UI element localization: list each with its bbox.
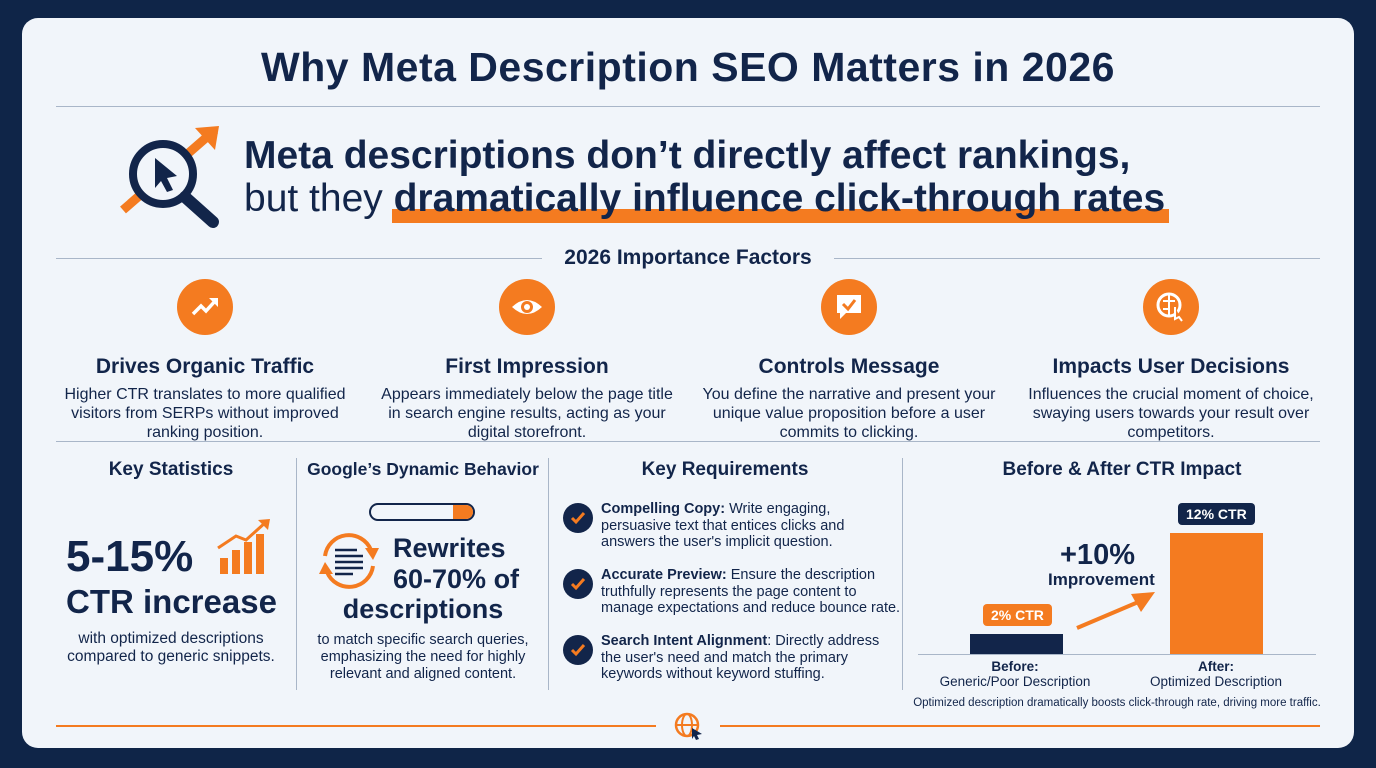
footer-line xyxy=(720,725,1320,727)
requirement-item: Search Intent Alignment: Directly addres… xyxy=(601,633,901,683)
infographic-card xyxy=(22,18,1354,748)
stats-label: CTR increase xyxy=(66,583,277,620)
factor-first-impression: First Impression Appears immediately bel… xyxy=(377,279,677,442)
bar-before xyxy=(970,633,1063,654)
factor-desc: Higher CTR translates to more qualified … xyxy=(64,386,346,441)
divider xyxy=(56,106,1320,107)
requirement-label: Compelling Copy: xyxy=(601,501,726,517)
annotation-value: +10% xyxy=(1060,539,1135,571)
column-divider xyxy=(902,458,903,690)
factor-desc: Appears immediately below the page title… xyxy=(381,386,673,441)
factors-heading: 2026 Importance Factors xyxy=(564,246,812,269)
chart-caption: Optimized description dramatically boost… xyxy=(913,697,1321,709)
check-icon xyxy=(563,503,593,533)
headline-highlight: dramatically influence click-through rat… xyxy=(391,177,1169,223)
eye-icon xyxy=(499,279,555,335)
requirement-item: Compelling Copy: Write engaging, persuas… xyxy=(601,501,901,551)
globe-cursor-icon xyxy=(674,712,702,740)
requirement-item: Accurate Preview: Ensure the description… xyxy=(601,567,901,617)
annotation-label: Improvement xyxy=(1048,570,1155,589)
stats-heading: Key Statistics xyxy=(108,459,234,480)
requirement-label: Accurate Preview: xyxy=(601,567,727,583)
headline-plain: but they xyxy=(244,177,394,220)
requirements-heading: Key Requirements xyxy=(641,459,809,480)
category-before: Before: Generic/Poor Description xyxy=(920,659,1110,689)
chart-baseline xyxy=(918,654,1316,655)
stats-desc: with optimized descriptions compared to … xyxy=(67,630,275,665)
column-divider xyxy=(296,458,297,690)
bar-growth-icon xyxy=(217,519,270,574)
factor-impacts-user-decisions: Impacts User Decisions Influences the cr… xyxy=(1021,279,1321,442)
refresh-document-icon xyxy=(319,533,379,589)
google-line2: 60-70% of xyxy=(393,564,520,594)
factor-title: Controls Message xyxy=(758,355,940,378)
divider xyxy=(56,258,542,259)
google-desc: to match specific search queries, emphas… xyxy=(317,632,529,682)
requirement-text: Ensure the description truthfully repres… xyxy=(601,567,901,616)
requirement-text: Write engaging, persuasive text that ent… xyxy=(601,501,845,550)
category-sublabel: Optimized Description xyxy=(1149,674,1283,689)
stats-value: 5-15% xyxy=(66,532,194,581)
arrow-up-icon xyxy=(1076,592,1155,630)
factor-desc: You define the narrative and present you… xyxy=(702,386,996,441)
requirement-text: : Directly address the user's need and m… xyxy=(601,633,880,682)
category-label: Before: xyxy=(991,659,1039,674)
chart-title: Before & After CTR Impact xyxy=(1002,459,1242,480)
category-label: After: xyxy=(1198,659,1234,674)
headline-line2: but they dramatically influence click-th… xyxy=(244,177,1169,223)
column-divider xyxy=(548,458,549,690)
headline-line1: Meta descriptions don’t directly affect … xyxy=(244,134,1131,177)
search-click-growth-icon xyxy=(120,126,219,228)
category-sublabel: Generic/Poor Description xyxy=(939,674,1091,689)
brain-click-icon xyxy=(1143,279,1199,335)
factor-title: Impacts User Decisions xyxy=(1052,355,1290,378)
factor-title: First Impression xyxy=(445,355,609,378)
requirement-label: Search Intent Alignment xyxy=(601,633,768,649)
search-icon xyxy=(453,505,473,519)
divider xyxy=(834,258,1320,259)
factor-drives-organic-traffic: Drives Organic Traffic Higher CTR transl… xyxy=(55,279,355,442)
check-icon xyxy=(563,635,593,665)
footer-line xyxy=(56,725,656,727)
bar-after xyxy=(1170,532,1263,654)
trending-up-icon xyxy=(177,279,233,335)
google-line3: descriptions xyxy=(342,594,504,624)
google-line1: Rewrites xyxy=(393,533,506,563)
factor-desc: Influences the crucial moment of choice,… xyxy=(1028,386,1314,441)
data-label-before: 2% CTR xyxy=(983,603,1052,626)
page-title: Why Meta Description SEO Matters in 2026 xyxy=(261,44,1115,90)
search-bar-illustration xyxy=(369,503,475,521)
data-label-after: 12% CTR xyxy=(1178,502,1255,525)
factor-controls-message: Controls Message You define the narrativ… xyxy=(699,279,999,442)
message-check-icon xyxy=(821,279,877,335)
google-heading: Google’s Dynamic Behavior xyxy=(307,459,539,479)
check-icon xyxy=(563,569,593,599)
category-after: After: Optimized Description xyxy=(1120,659,1312,689)
factor-title: Drives Organic Traffic xyxy=(95,355,315,378)
divider xyxy=(56,441,1320,442)
